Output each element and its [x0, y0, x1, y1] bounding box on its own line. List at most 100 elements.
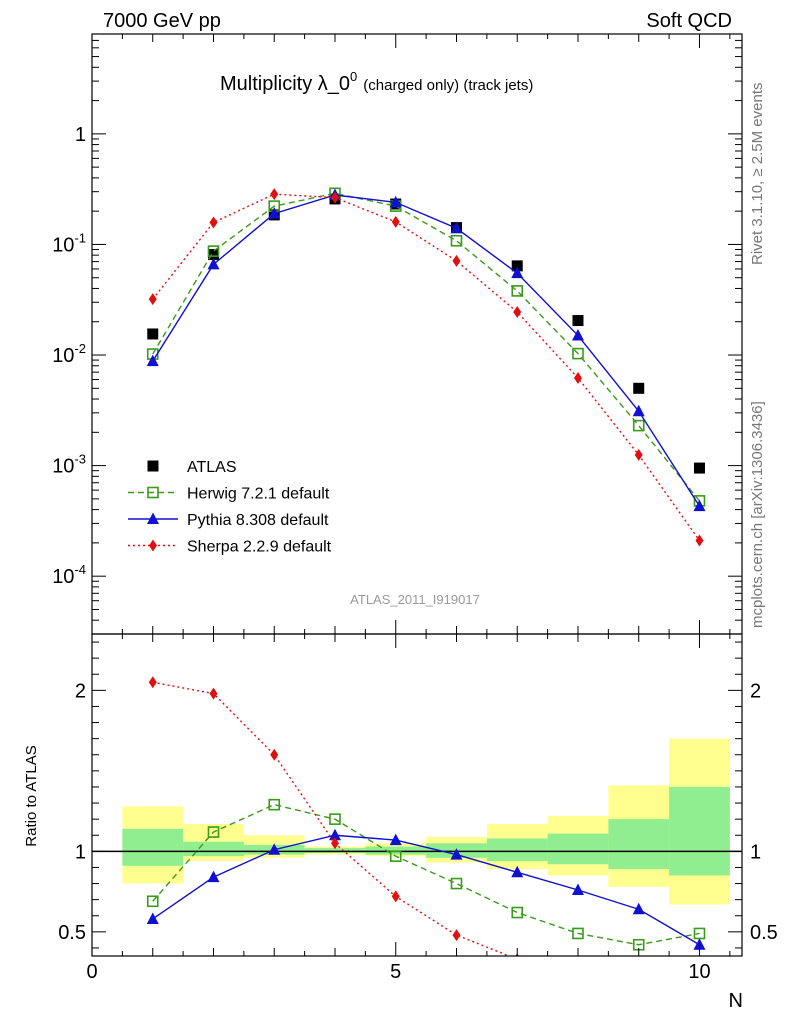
pythia-8-308-default-ratio-point [268, 843, 281, 855]
sherpa-2-2-9-default-main-point [513, 305, 522, 318]
main-y-tick-label: 10-3 [52, 452, 86, 478]
herwig-7-2-1-default-ratio-point [389, 850, 402, 862]
title-superscript: 0 [350, 69, 357, 84]
pythia-8-308-default-ratio-point [207, 870, 220, 883]
pythia-8-308-default-main-point [389, 195, 402, 208]
ratio-series-group [146, 676, 706, 956]
x-tick-label: 5 [390, 961, 401, 983]
atlas-main-point [633, 382, 645, 394]
herwig-7-2-1-default-ratio-point [511, 906, 524, 919]
pythia-8-308-default-ratio-point [328, 828, 341, 841]
sherpa-2-2-9-default-ratio-point [330, 837, 339, 850]
sherpa-2-2-9-default-ratio-point [391, 890, 400, 903]
tick-label-exponent: -4 [74, 562, 86, 577]
atlas-main-point [511, 260, 523, 272]
stat-uncertainty-band [304, 848, 366, 853]
title-main: Multiplicity λ_0 [220, 73, 350, 95]
energy-label: 7000 GeV pp [103, 10, 221, 32]
pythia-8-308-default-main-point [450, 221, 463, 234]
stat-uncertainty-band [547, 833, 609, 865]
axes-frames [91, 33, 743, 957]
herwig-7-2-1-default-main-point [207, 245, 220, 257]
uncertainty-bands [92, 738, 742, 905]
tick-label-base: 10 [52, 456, 74, 478]
sherpa-2-2-9-default-main-point [573, 371, 582, 384]
main-y-tick-label: 10-4 [52, 562, 86, 588]
sherpa-2-2-9-default-main-point [148, 293, 157, 306]
herwig-7-2-1-default-ratio-line [152, 803, 700, 946]
plot-title: Multiplicity λ_00 (charged only) (track j… [220, 69, 533, 95]
pythia-8-308-default-main-line [152, 194, 701, 507]
stat-uncertainty-band [608, 819, 670, 870]
sherpa-2-2-9-default-ratio-point [209, 687, 218, 700]
herwig-7-2-1-default-ratio-point [146, 895, 159, 908]
ratio-y-tick-label-left: 2 [75, 680, 86, 702]
main-y-tick-label: 1 [75, 124, 86, 146]
tick-label-exponent: -1 [74, 230, 86, 245]
herwig-7-2-1-default-ratio-point [450, 877, 463, 890]
tick-label-base: 10 [52, 234, 74, 256]
sherpa-2-2-9-default-ratio-point [452, 929, 461, 942]
atlas-main-point [207, 249, 219, 261]
axis-ticks [91, 33, 742, 956]
legend-label: Herwig 7.2.1 default [187, 486, 330, 503]
pythia-8-308-default-ratio-point [571, 883, 584, 895]
ratio-axis-title: Ratio to ATLAS [23, 745, 40, 846]
herwig-7-2-1-default-main-point [632, 419, 645, 432]
pythia-8-308-default-main-point [146, 354, 159, 367]
atlas-main-point [572, 315, 584, 327]
sherpa-2-2-9-default-main-point [391, 215, 400, 228]
x-axis-title: N [729, 990, 743, 1012]
stat-uncertainty-band [669, 786, 730, 876]
pythia-8-308-default-legend-marker [147, 512, 159, 524]
pythia-8-308-default-main-point [268, 207, 281, 219]
sherpa-2-2-9-default-main-point [634, 448, 643, 461]
sherpa-2-2-9-default-main-line [152, 193, 701, 541]
ratio-y-tick-label-right: 2 [750, 680, 761, 702]
atlas-main-point [693, 462, 705, 474]
sherpa-2-2-9-default-ratio-point [270, 748, 279, 761]
herwig-7-2-1-default-ratio-point [329, 813, 341, 825]
sherpa-2-2-9-default-main-point [452, 254, 461, 267]
herwig-7-2-1-default-main-point [511, 285, 524, 297]
pythia-8-308-default-ratio-point [146, 912, 159, 924]
legend-label: ATLAS [187, 459, 237, 476]
pythia-8-308-default-ratio-point [511, 865, 524, 878]
tick-labels: 10-410-310-210-110.5 0.51 12 20 5 10 [52, 124, 778, 983]
herwig-7-2-1-default-ratio-point [572, 927, 584, 940]
sherpa-2-2-9-default-main-point [209, 216, 218, 229]
title-suffix: (charged only) (track jets) [363, 77, 533, 94]
herwig-7-2-1-default-main-point [450, 234, 463, 247]
herwig-7-2-1-default-legend-marker [147, 486, 159, 499]
main-y-tick-label: 10-2 [52, 341, 86, 367]
pythia-8-308-default-main-point [571, 329, 584, 341]
pythia-8-308-default-ratio-point [632, 902, 645, 915]
sherpa-2-2-9-default-ratio-point [148, 676, 157, 689]
pythia-8-308-default-ratio-point [450, 848, 463, 860]
ratio-y-tick-label-right: 0.5 [750, 922, 778, 944]
ratio-y-tick-label-left: 1 [75, 841, 86, 863]
pythia-8-308-default-main-point [693, 499, 706, 512]
herwig-7-2-1-default-main-line [152, 192, 701, 502]
pythia-8-308-default-main-point [207, 257, 220, 270]
stat-uncertainty-band [486, 838, 548, 862]
data-series [146, 187, 706, 956]
pythia-8-308-default-main-point [632, 404, 645, 417]
tick-label-base: 10 [52, 345, 74, 367]
atlas-main-point [147, 328, 159, 340]
sherpa-2-2-9-default-main-point [330, 191, 339, 204]
stat-uncertainty-band [122, 828, 184, 866]
main-y-tick-label: 10-1 [52, 230, 86, 256]
herwig-7-2-1-default-main-point [572, 347, 584, 360]
tick-label-base: 10 [52, 566, 74, 588]
stat-uncertainty-band [183, 841, 244, 857]
legend-label: Sherpa 2.2.9 default [187, 539, 332, 556]
ratio-plot-frame [91, 633, 743, 957]
pythia-8-308-default-ratio-point [389, 833, 402, 846]
sherpa-2-2-9-default-main-point [270, 188, 279, 201]
ratio-y-tick-label-right: 1 [750, 841, 761, 863]
source-label: mcplots.cern.ch [arXiv:1306.3436] [749, 401, 766, 628]
pythia-8-308-default-main-point [511, 266, 524, 279]
sherpa-2-2-9-default-legend-marker [149, 539, 157, 552]
